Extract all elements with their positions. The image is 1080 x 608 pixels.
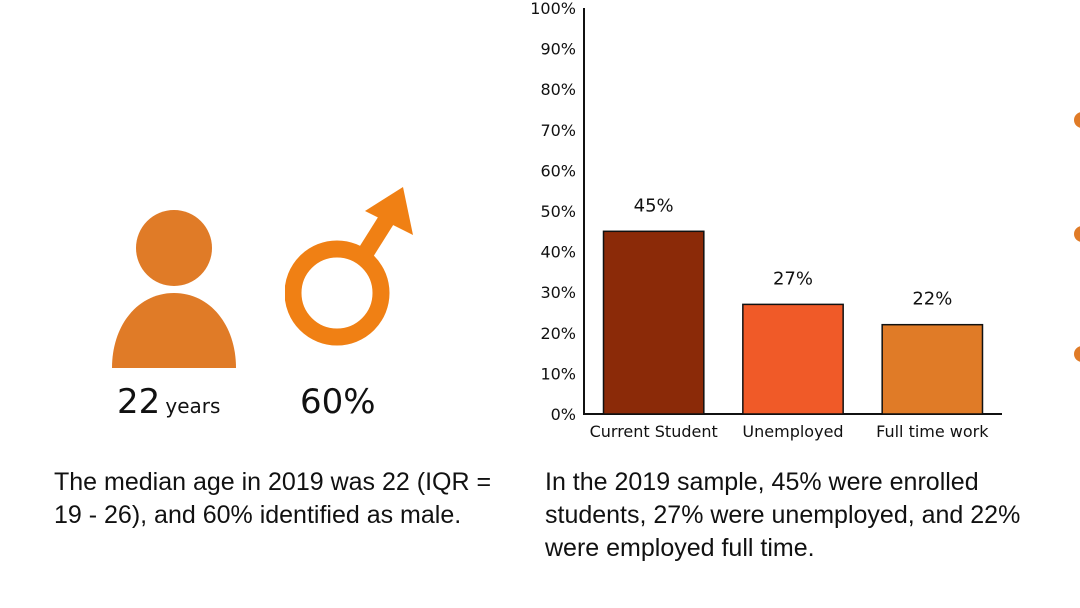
y-tick-label: 100% <box>530 0 576 18</box>
bullet-dot <box>1074 346 1080 362</box>
male-percent-stat: 60% <box>300 382 376 422</box>
bar <box>881 323 984 415</box>
employment-bar-chart: 0% 10% 20% 30% 40% 50% 60% 70% 80% 90% 100% 45% Cur… <box>530 0 1002 441</box>
x-category-label: Full time work <box>876 422 989 441</box>
y-tick-label: 90% <box>540 40 576 59</box>
x-category-label: Unemployed <box>742 422 843 441</box>
y-tick-label: 0% <box>551 405 576 424</box>
x-category-label: Current Student <box>590 422 718 441</box>
male-symbol-icon <box>285 187 413 346</box>
person-icon <box>112 210 236 368</box>
median-age-unit: years <box>165 394 221 418</box>
bullet-dot <box>1074 112 1080 128</box>
left-caption: The median age in 2019 was 22 (IQR = 19 … <box>54 468 492 529</box>
y-tick-label: 60% <box>540 161 576 180</box>
y-tick-label: 70% <box>540 121 576 140</box>
y-tick-label: 40% <box>540 243 576 262</box>
median-age-stat: 22 years <box>117 382 220 422</box>
y-tick-label: 80% <box>540 80 576 99</box>
median-age-value: 22 <box>117 382 161 422</box>
y-tick-label: 10% <box>540 364 576 383</box>
data-label: 22% <box>912 289 952 310</box>
y-tick-label: 20% <box>540 324 576 343</box>
right-caption: In the 2019 sample, 45% were enrolled st… <box>545 468 1021 562</box>
y-tick-label: 50% <box>540 202 576 221</box>
data-label: 27% <box>773 268 813 289</box>
y-tick-label: 30% <box>540 283 576 302</box>
data-label: 45% <box>634 195 674 216</box>
bullet-dot <box>1074 226 1080 242</box>
bar <box>602 230 705 415</box>
bar <box>742 303 844 415</box>
